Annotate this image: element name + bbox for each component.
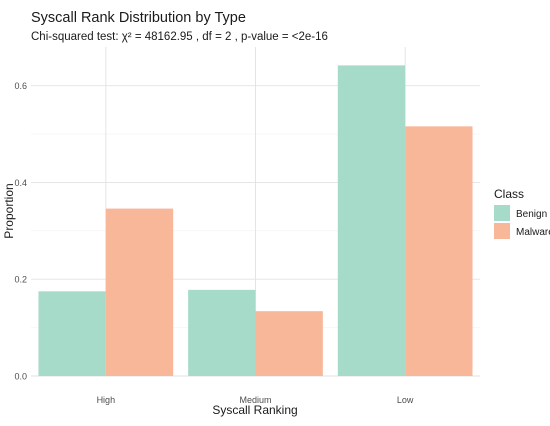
y-axis-ticks: 0.0 0.2 0.4 0.6 xyxy=(14,81,27,381)
bar-malware-low xyxy=(405,126,473,376)
y-tick-label: 0.0 xyxy=(14,372,27,382)
legend-label-benign: Benign xyxy=(516,209,547,220)
legend-item-benign: Benign xyxy=(494,205,547,221)
legend-swatch-benign xyxy=(494,205,510,221)
legend-item-malware: Malware xyxy=(494,223,550,239)
y-tick-label: 0.6 xyxy=(14,81,27,91)
chart-title: Syscall Rank Distribution by Type xyxy=(31,10,246,26)
legend-swatch-malware xyxy=(494,223,510,239)
bar-benign-low xyxy=(337,65,406,377)
legend-label-malware: Malware xyxy=(516,227,550,238)
bar-benign-medium xyxy=(188,289,256,376)
chart-subtitle: Chi-squared test: χ² = 48162.95 , df = 2… xyxy=(31,31,328,43)
x-tick-label: Medium xyxy=(239,395,271,405)
x-tick-label: Low xyxy=(397,395,414,405)
bar-malware-high xyxy=(105,208,174,376)
x-axis-ticks: High Medium Low xyxy=(97,395,414,405)
x-tick-label: High xyxy=(97,395,116,405)
x-axis-label: Syscall Ranking xyxy=(212,403,297,417)
bar-benign-high xyxy=(38,291,106,376)
y-tick-label: 0.4 xyxy=(14,178,27,188)
bar-malware-medium xyxy=(255,311,323,376)
legend-title: Class xyxy=(494,187,524,201)
legend: Class Benign Malware xyxy=(494,187,550,239)
bars xyxy=(38,65,473,377)
y-tick-label: 0.2 xyxy=(14,275,27,285)
y-axis-label: Proportion xyxy=(2,183,16,238)
